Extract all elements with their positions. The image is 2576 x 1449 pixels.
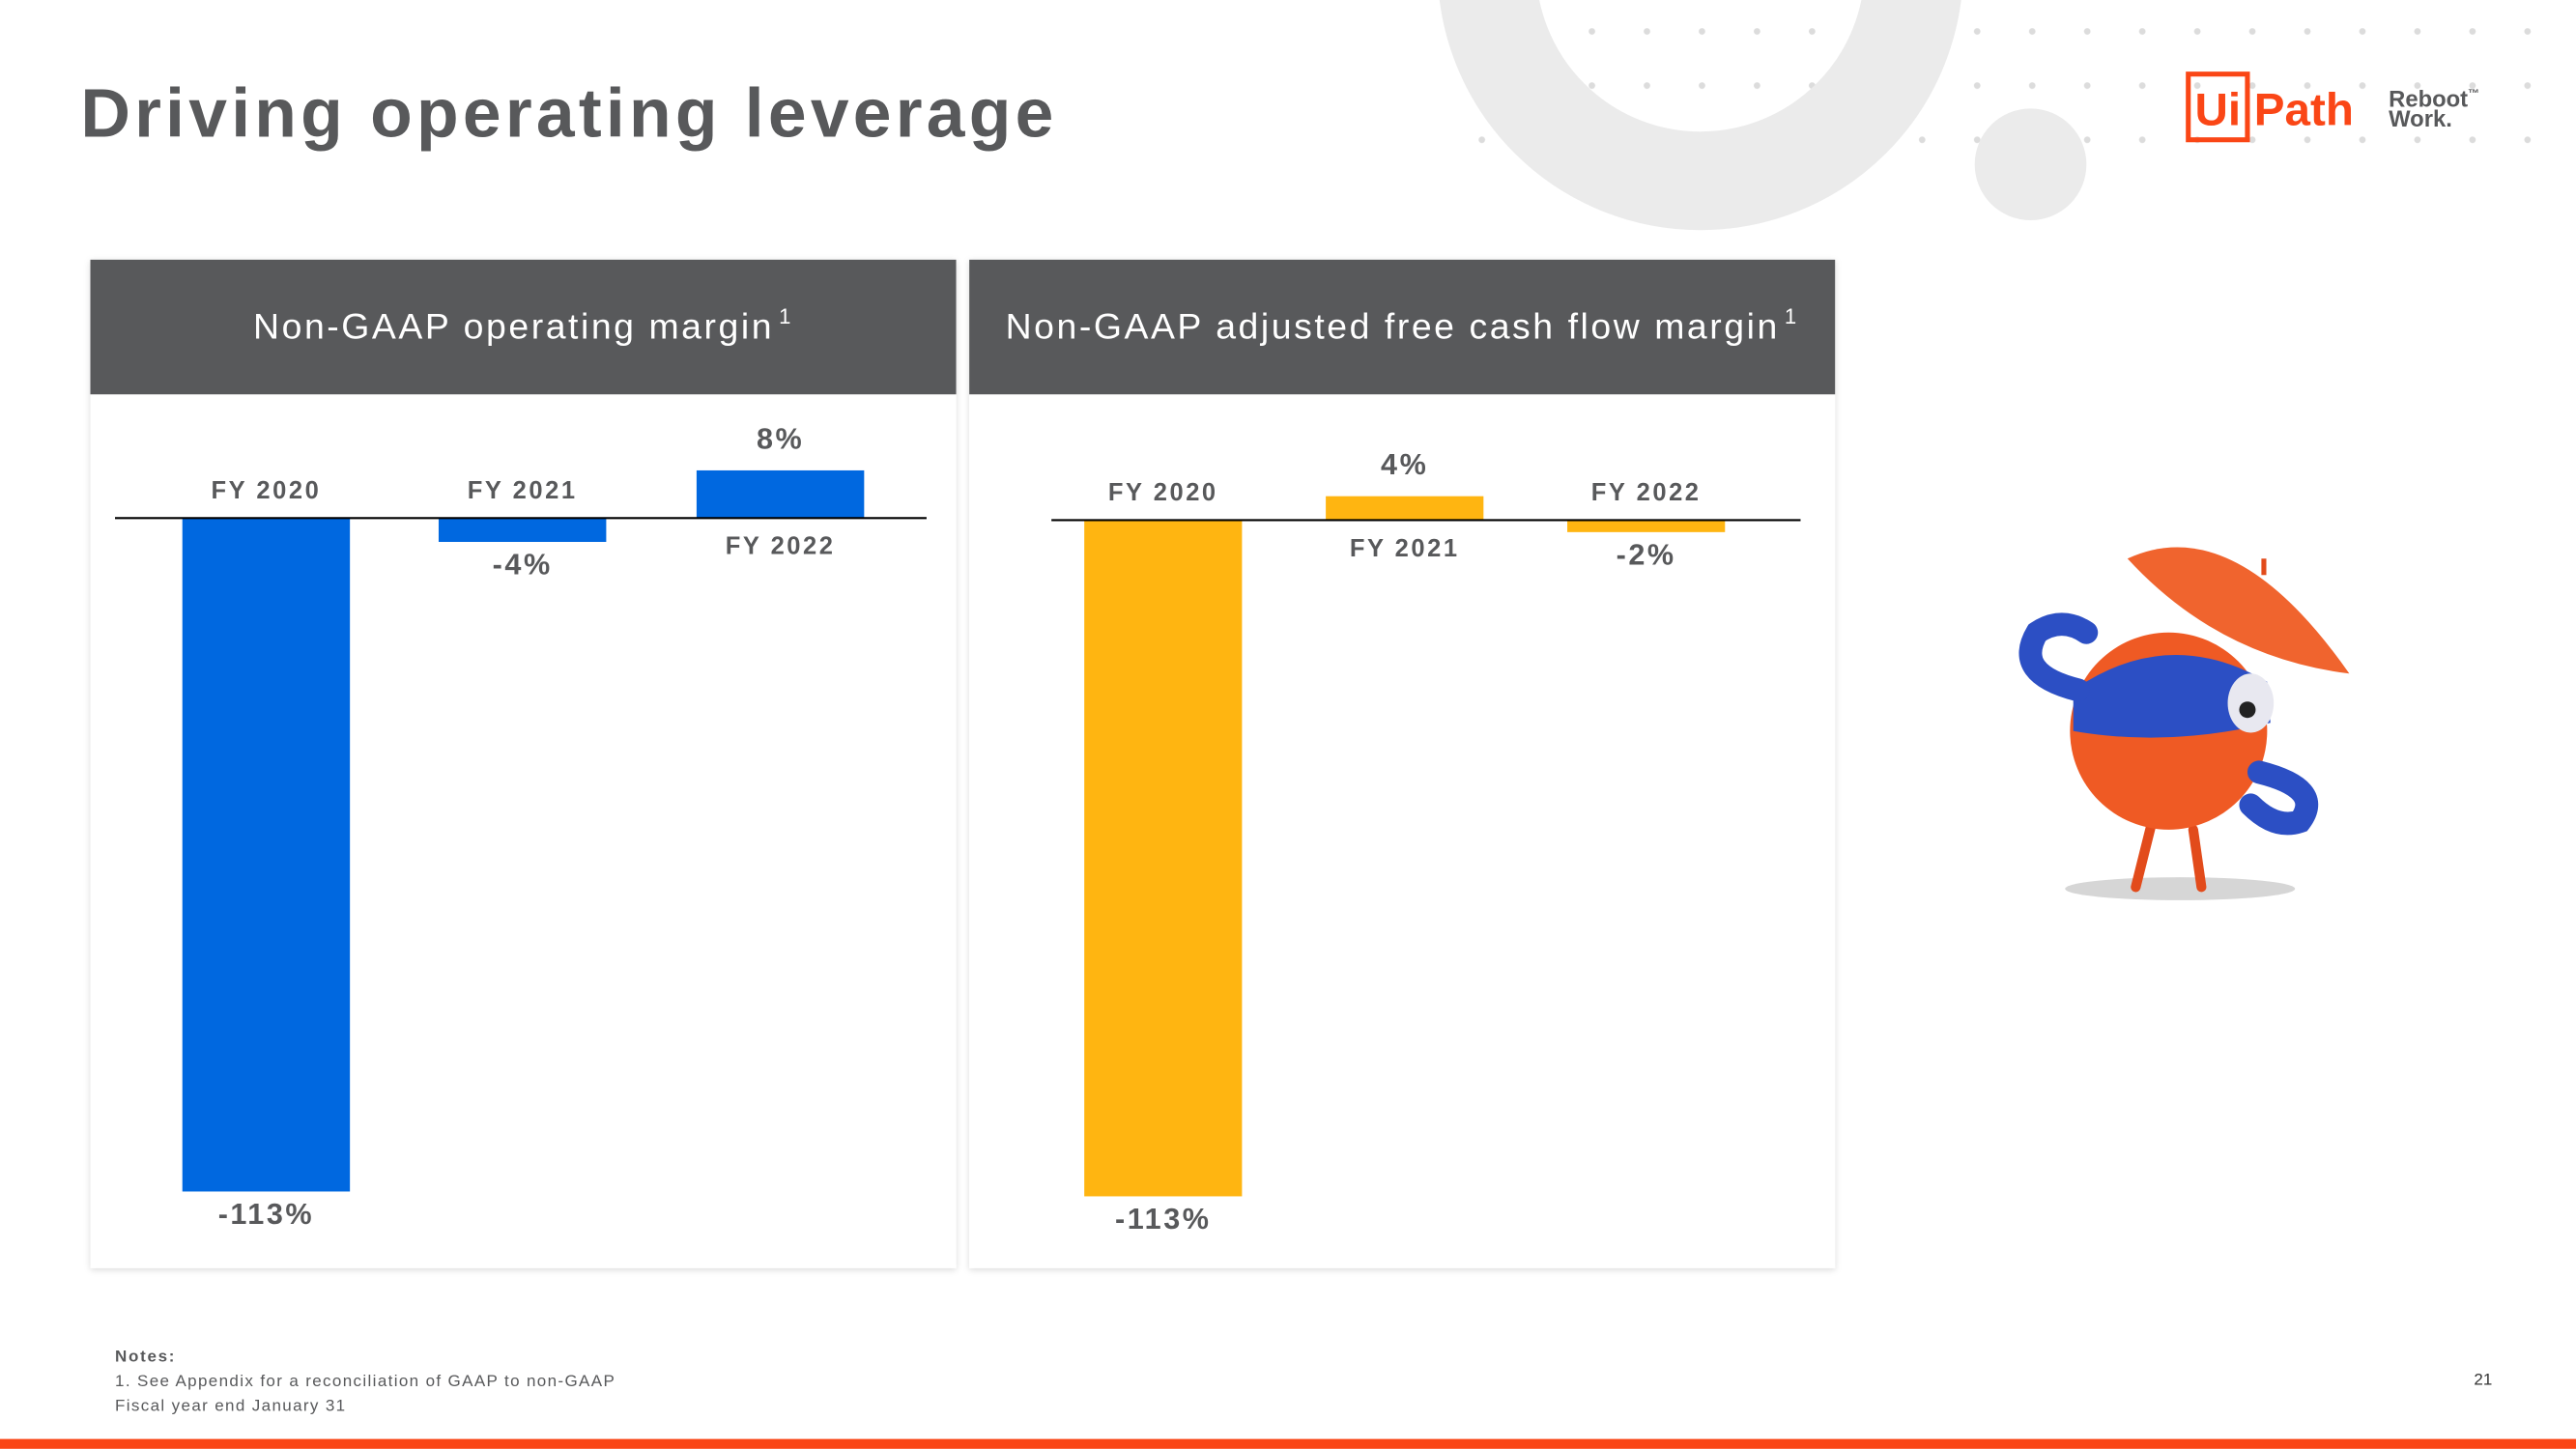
bar bbox=[696, 469, 865, 519]
logo-tagline-1: Reboot bbox=[2389, 87, 2468, 113]
value-label: -113% bbox=[218, 1198, 315, 1231]
footer-bar bbox=[0, 1438, 2576, 1449]
logo-tagline: Reboot™ bbox=[2389, 87, 2479, 113]
bar bbox=[1084, 520, 1243, 1197]
category-label: FY 2020 bbox=[1108, 479, 1218, 506]
decor-ring bbox=[1439, 0, 1961, 231]
chart-title: Non-GAAP operating margin 1 bbox=[253, 304, 793, 346]
category-label: FY 2022 bbox=[726, 533, 836, 560]
page-number: 21 bbox=[2474, 1371, 2492, 1389]
chart-title-text: Non-GAAP operating margin bbox=[253, 305, 774, 346]
notes-heading: Notes: bbox=[115, 1348, 176, 1366]
logo-trademark: ™ bbox=[2468, 87, 2479, 100]
charts: Non-GAAP operating margin 1FY 2020-113%FY… bbox=[90, 259, 1836, 1268]
category-label: FY 2021 bbox=[1350, 535, 1460, 562]
logo-name: Path bbox=[2254, 84, 2354, 135]
category-label: FY 2022 bbox=[1591, 479, 1702, 506]
value-label: 8% bbox=[757, 422, 804, 455]
panel-header bbox=[969, 259, 1836, 395]
footnote-marker: 1 bbox=[1785, 304, 1799, 328]
bar bbox=[1326, 496, 1484, 521]
logo-mark: Ui bbox=[2195, 84, 2242, 135]
panel-header bbox=[90, 259, 957, 395]
bar bbox=[182, 518, 351, 1192]
value-label: -113% bbox=[1115, 1203, 1212, 1236]
value-label: 4% bbox=[1381, 448, 1428, 481]
logo-box bbox=[2186, 71, 2250, 143]
chart-title: Non-GAAP adjusted free cash flow margin 1 bbox=[1006, 304, 1799, 346]
logo-tagline-2: Work. bbox=[2389, 106, 2452, 132]
logo: Ui Path Reboot™ Work. bbox=[2186, 71, 2479, 143]
slide-title: Driving operating leverage bbox=[80, 74, 1057, 152]
note-line: Fiscal year end January 31 bbox=[115, 1397, 346, 1415]
note-line: 1. See Appendix for a reconciliation of … bbox=[115, 1372, 615, 1390]
decor-circle bbox=[1974, 108, 2087, 221]
mascot bbox=[2018, 547, 2350, 900]
bar bbox=[438, 518, 607, 542]
category-label: FY 2021 bbox=[468, 477, 578, 504]
chart-title-text: Non-GAAP adjusted free cash flow margin bbox=[1006, 305, 1780, 346]
category-label: FY 2020 bbox=[212, 477, 322, 504]
bar bbox=[1567, 520, 1726, 532]
value-label: -4% bbox=[493, 549, 553, 582]
chart-panel: Non-GAAP adjusted free cash flow margin 1… bbox=[969, 259, 1836, 1268]
chart-panel: Non-GAAP operating margin 1 FY 2020 -113% FY… bbox=[90, 259, 957, 1268]
value-label: -2% bbox=[1617, 538, 1676, 571]
footnote-marker: 1 bbox=[779, 304, 793, 328]
